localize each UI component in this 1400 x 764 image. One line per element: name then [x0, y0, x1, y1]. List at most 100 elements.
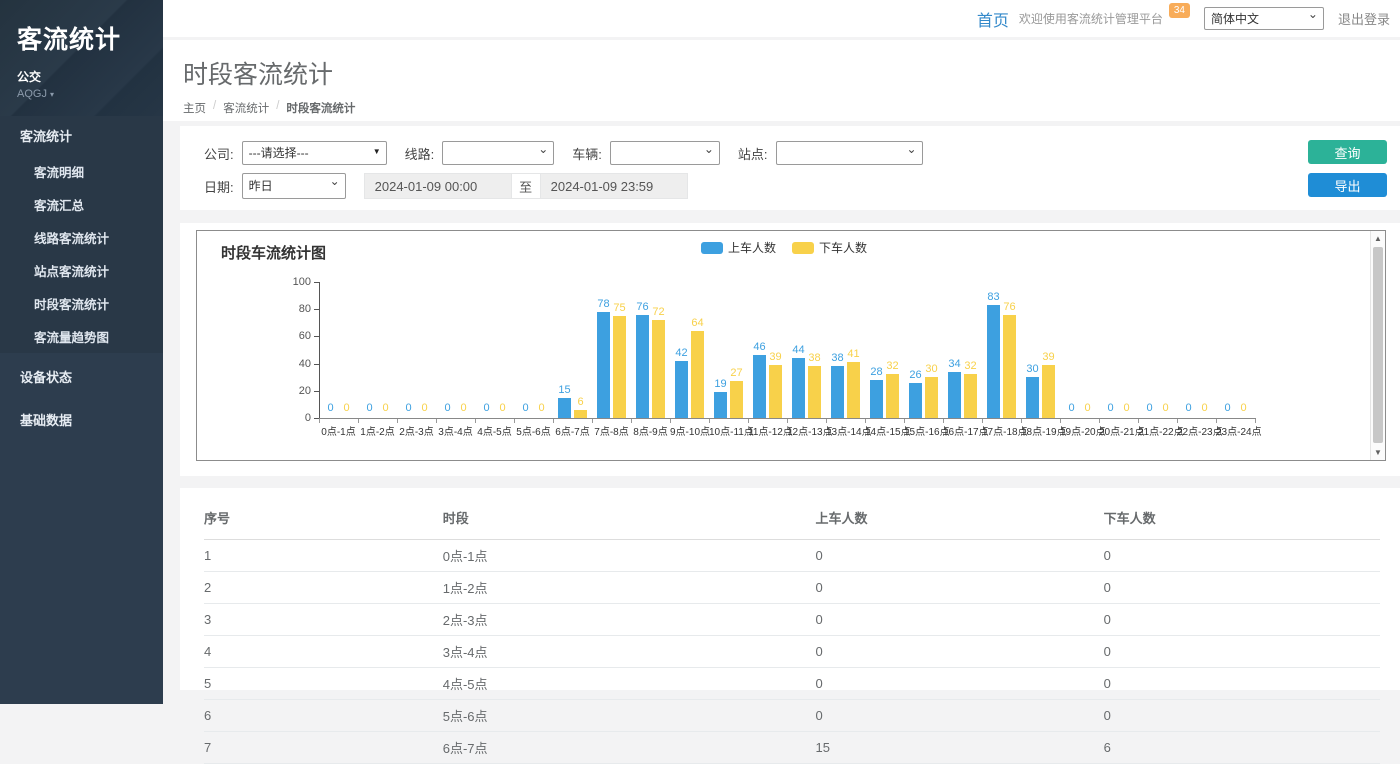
- bar-value-label: 30: [1026, 363, 1038, 375]
- result-table-panel: 序号时段上车人数下车人数 10点-1点0021点-2点0032点-3点0043点…: [180, 488, 1400, 690]
- table-cell: 0: [1104, 636, 1380, 668]
- sidebar-item-0-3[interactable]: 站点客流统计: [0, 254, 163, 287]
- table-cell: 2点-3点: [443, 604, 816, 636]
- bar-value-label: 0: [444, 402, 450, 414]
- bar: 42: [675, 347, 688, 418]
- export-button[interactable]: 导出: [1308, 173, 1387, 197]
- x-tick-label: 20点-21点: [1099, 423, 1138, 438]
- x-tick-label: 5点-6点: [514, 423, 553, 438]
- table-cell: 4点-5点: [443, 668, 816, 700]
- line-select[interactable]: [442, 141, 554, 165]
- vehicle-select[interactable]: [610, 141, 720, 165]
- bar-value-label: 64: [691, 317, 703, 329]
- filter-panel: 公司: ---请选择--- 线路: 车辆:: [180, 126, 1400, 210]
- scrollbar-thumb[interactable]: [1373, 247, 1383, 443]
- bar-value-label: 0: [1084, 402, 1090, 414]
- bar: 0: [1221, 402, 1234, 418]
- bar-value-label: 19: [714, 378, 726, 390]
- station-select[interactable]: [776, 141, 923, 165]
- bar: 39: [1042, 351, 1055, 418]
- query-button[interactable]: 查询: [1308, 140, 1387, 164]
- x-tick-label: 22点-23点: [1177, 423, 1216, 438]
- bar-value-label: 83: [987, 291, 999, 303]
- x-tick-label: 13点-14点: [826, 423, 865, 438]
- sidebar-section-1[interactable]: 设备状态: [0, 357, 163, 396]
- logout-link[interactable]: 退出登录: [1338, 9, 1390, 28]
- chevron-down-icon: ▾: [50, 90, 54, 99]
- language-select-wrap: 简体中文: [1204, 7, 1324, 30]
- table-row: 21点-2点00: [204, 572, 1380, 604]
- x-tick-label: 6点-7点: [553, 423, 592, 438]
- table-cell: 0: [816, 668, 1104, 700]
- bar: 78: [597, 298, 610, 418]
- bar: 76: [636, 301, 649, 418]
- sidebar-section-2[interactable]: 基础数据: [0, 400, 163, 439]
- bar-value-label: 78: [597, 298, 609, 310]
- x-tick-label: 23点-24点: [1216, 423, 1255, 438]
- y-tick-label: 80: [281, 303, 311, 315]
- y-tick-label: 20: [281, 385, 311, 397]
- sidebar-item-0-1[interactable]: 客流汇总: [0, 188, 163, 221]
- main-area: 首页 欢迎使用客流统计管理平台 34 简体中文 退出登录 时段客流统计 主页 /…: [163, 0, 1400, 704]
- vehicle-label: 车辆:: [572, 144, 602, 163]
- x-tick-label: 1点-2点: [358, 423, 397, 438]
- x-tick-label: 14点-15点: [865, 423, 904, 438]
- company-select[interactable]: ---请选择---: [242, 141, 387, 165]
- bar-value-label: 0: [1068, 402, 1074, 414]
- date-to-input[interactable]: [540, 173, 688, 199]
- bar: 38: [831, 352, 844, 418]
- notification-badge[interactable]: 34: [1169, 3, 1190, 18]
- org-dropdown[interactable]: AQGJ ▾: [17, 88, 163, 100]
- date-from-input[interactable]: [364, 173, 512, 199]
- table-row: 54点-5点00: [204, 668, 1380, 700]
- bar: 26: [909, 369, 922, 418]
- table-cell: 1点-2点: [443, 572, 816, 604]
- bar: 34: [948, 358, 961, 418]
- legend-item[interactable]: 上车人数: [701, 239, 776, 256]
- table-header-cell: 下车人数: [1104, 498, 1380, 540]
- breadcrumb: 主页 / 客流统计 / 时段客流统计: [183, 100, 1400, 116]
- bar-value-label: 0: [1240, 402, 1246, 414]
- brand-block: 客流统计 公交 AQGJ ▾: [0, 0, 163, 116]
- bar: 76: [1003, 301, 1016, 418]
- language-select[interactable]: 简体中文: [1204, 7, 1324, 30]
- chart-legend: 上车人数下车人数: [197, 239, 1371, 256]
- scroll-up-icon[interactable]: ▲: [1371, 234, 1385, 243]
- home-link[interactable]: 首页: [977, 7, 1009, 31]
- table-cell: 0: [816, 700, 1104, 732]
- station-label: 站点:: [738, 144, 768, 163]
- table-header-row: 序号时段上车人数下车人数: [204, 498, 1380, 540]
- table-cell: 5: [204, 668, 443, 700]
- table-cell: 2: [204, 572, 443, 604]
- bar: 0: [1198, 402, 1211, 418]
- sidebar-section-0[interactable]: 客流统计: [0, 116, 163, 155]
- date-separator: 至: [512, 173, 540, 199]
- date-preset-select[interactable]: 昨日: [242, 173, 346, 199]
- bar: 83: [987, 291, 1000, 418]
- bar-value-label: 76: [636, 301, 648, 313]
- bar: 0: [1120, 402, 1133, 418]
- table-cell: 0: [1104, 700, 1380, 732]
- scroll-down-icon[interactable]: ▼: [1371, 448, 1385, 457]
- sidebar-item-0-0[interactable]: 客流明细: [0, 155, 163, 188]
- bar-value-label: 44: [792, 344, 804, 356]
- sidebar-item-0-2[interactable]: 线路客流统计: [0, 221, 163, 254]
- bar: 0: [480, 402, 493, 418]
- bar-value-label: 15: [558, 384, 570, 396]
- bar: 0: [1159, 402, 1172, 418]
- bar: 44: [792, 344, 805, 418]
- sidebar-item-0-4[interactable]: 时段客流统计: [0, 287, 163, 320]
- bar-value-label: 38: [808, 352, 820, 364]
- legend-item[interactable]: 下车人数: [792, 239, 867, 256]
- bar-value-label: 0: [421, 402, 427, 414]
- bar: 0: [402, 402, 415, 418]
- breadcrumb-section[interactable]: 客流统计: [223, 100, 269, 116]
- bar-value-label: 0: [538, 402, 544, 414]
- bar: 0: [1081, 402, 1094, 418]
- breadcrumb-home[interactable]: 主页: [183, 100, 206, 116]
- bar: 39: [769, 351, 782, 418]
- bar: 0: [1237, 402, 1250, 418]
- sidebar-item-0-5[interactable]: 客流量趋势图: [0, 320, 163, 353]
- chart-panel: 时段车流统计图 上车人数下车人数 020406080100 0000000000…: [180, 223, 1400, 476]
- chart-scrollbar[interactable]: ▲ ▼: [1370, 231, 1385, 460]
